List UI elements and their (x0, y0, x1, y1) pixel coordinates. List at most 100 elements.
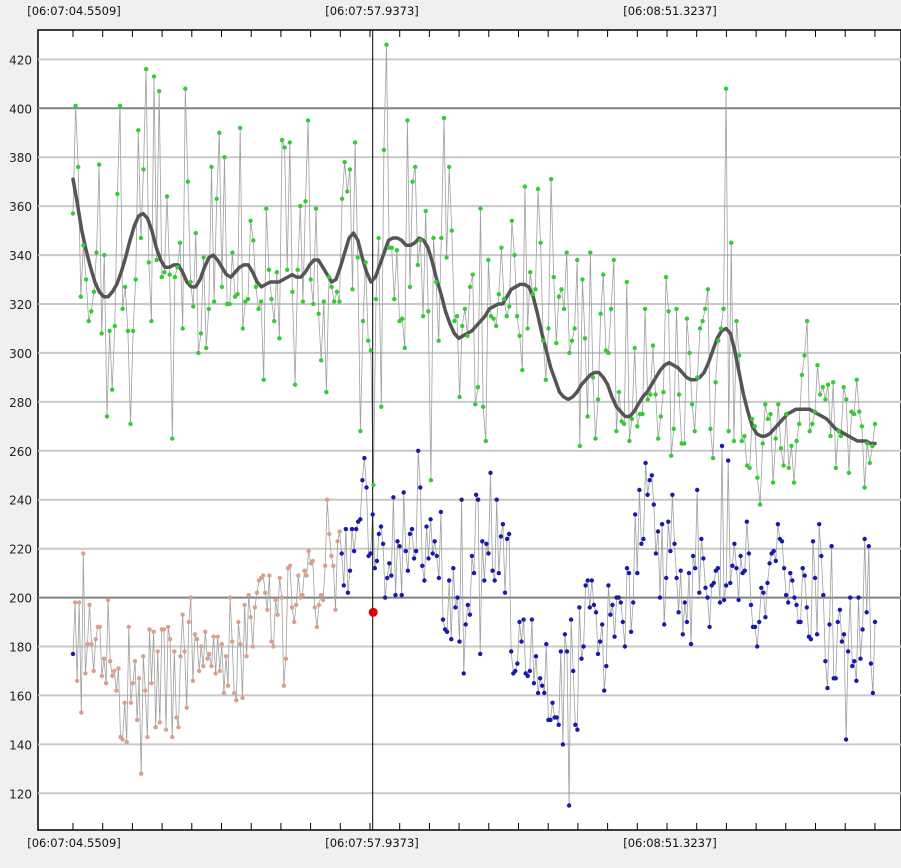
upper-series-point (784, 411, 789, 417)
lower-series-point (761, 590, 766, 595)
upper-series-point (264, 206, 269, 211)
upper-series-point (763, 402, 768, 407)
lower-series-point (451, 566, 456, 571)
lower-series-point (463, 622, 468, 627)
upper-series-point (851, 411, 857, 417)
upper-series-point (384, 42, 389, 47)
upper-series-point (823, 397, 828, 402)
lower-series-point (382, 595, 388, 600)
upper-series-point (177, 240, 183, 245)
upper-series-point (486, 257, 491, 263)
lower-series-point (225, 683, 231, 688)
lower-series-point (358, 517, 363, 522)
upper-series-point (389, 245, 394, 250)
upper-series-point (420, 314, 426, 319)
upper-series-point (595, 397, 601, 402)
lower-series-point (860, 627, 865, 632)
upper-series-point (206, 306, 211, 312)
lower-series-point (219, 641, 224, 647)
lower-series-point (444, 629, 450, 634)
lower-series-point (506, 531, 512, 537)
upper-series-point (136, 128, 141, 133)
lower-series-point (91, 668, 96, 674)
lower-series-point (484, 541, 489, 546)
lower-series-point (99, 673, 105, 679)
upper-series-point (102, 252, 107, 258)
upper-series-point (692, 429, 697, 434)
lower-series-point (577, 605, 582, 610)
lower-series-point (192, 632, 198, 637)
lower-series-point (120, 737, 125, 742)
lower-series-point (560, 742, 566, 747)
lower-series-point (480, 539, 485, 544)
lower-series-point (606, 583, 611, 588)
lower-series-point (527, 668, 532, 674)
upper-series-point (567, 350, 572, 356)
upper-series-point (277, 336, 282, 341)
upper-series-point (467, 284, 473, 290)
upper-series-point (162, 270, 167, 275)
upper-series-point (781, 463, 786, 468)
upper-series-point (844, 397, 849, 402)
lower-series-point (639, 541, 644, 546)
lower-series-point (583, 583, 588, 588)
lower-series-point (790, 578, 795, 583)
lower-series-point (872, 619, 878, 625)
lower-series-point (542, 690, 547, 696)
lower-series-point (717, 600, 723, 605)
lower-series-point (726, 458, 731, 463)
lower-series-point (87, 602, 92, 608)
upper-series-point (285, 267, 290, 272)
cursor-marker[interactable] (368, 607, 378, 617)
lower-series-point (178, 654, 183, 659)
lower-series-point (655, 529, 661, 534)
upper-series-point (755, 475, 760, 480)
lower-series-point (254, 590, 260, 595)
lower-series-point (742, 568, 747, 573)
upper-series-point (541, 338, 546, 343)
upper-series-point (512, 252, 517, 258)
upper-series-point (530, 292, 535, 297)
lower-series-point (471, 570, 477, 576)
upper-series-point (439, 235, 444, 241)
upper-series-point (143, 66, 149, 72)
upper-series-point (632, 345, 637, 351)
upper-series-point (292, 382, 298, 387)
plot-area (37, 29, 901, 831)
lower-series-point (633, 512, 638, 517)
lower-series-point (97, 624, 103, 630)
lower-series-point (304, 573, 309, 578)
upper-series-point (198, 331, 204, 336)
lower-series-point (411, 556, 417, 561)
lower-series-point (275, 612, 280, 617)
y-tick-label: 220 (9, 543, 32, 557)
upper-series-point (478, 206, 483, 211)
lower-series-point (746, 551, 752, 556)
upper-series-point (491, 316, 496, 321)
upper-series-point (185, 179, 191, 184)
y-tick-label: 180 (9, 641, 32, 655)
lower-series-point (802, 573, 807, 578)
lower-series-point (240, 695, 245, 701)
y-tick-label: 300 (9, 347, 32, 361)
lower-series-point (252, 605, 258, 610)
upper-series-point (261, 377, 266, 382)
lower-series-point (690, 553, 696, 559)
upper-series-point (342, 159, 347, 165)
lower-series-point (436, 575, 442, 581)
upper-series-point (789, 443, 794, 449)
upper-series-point (616, 389, 622, 395)
lower-series-point (318, 592, 324, 598)
lower-series-point (585, 578, 590, 583)
upper-series-point (465, 333, 470, 338)
lower-series-point (211, 634, 216, 639)
upper-series-point (802, 353, 807, 358)
upper-series-point (601, 272, 606, 277)
lower-series-point (765, 580, 770, 586)
lower-series-point (701, 556, 706, 561)
lower-series-point (573, 722, 578, 727)
lower-series-point (203, 629, 208, 634)
lower-series-point (409, 526, 415, 532)
upper-series-point (509, 218, 515, 223)
